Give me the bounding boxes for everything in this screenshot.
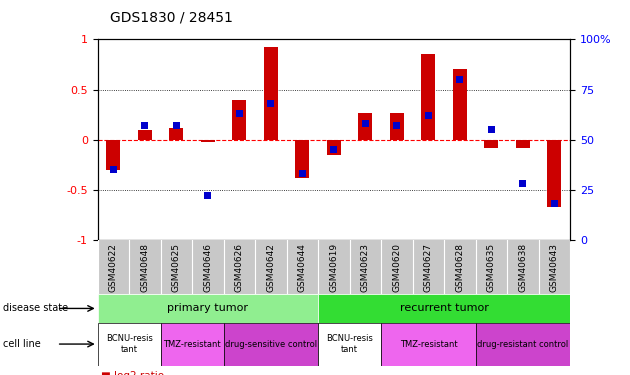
Bar — [484, 140, 498, 148]
Bar — [264, 47, 278, 140]
Text: GSM40625: GSM40625 — [172, 243, 181, 292]
Text: GSM40627: GSM40627 — [424, 243, 433, 292]
Bar — [224, 322, 318, 366]
Text: GSM40643: GSM40643 — [550, 243, 559, 292]
Bar — [106, 140, 120, 170]
Bar — [141, 122, 149, 129]
Text: TMZ-resistant: TMZ-resistant — [163, 340, 221, 349]
Bar — [236, 110, 243, 117]
Bar — [547, 140, 561, 207]
Bar — [488, 126, 495, 133]
Text: GSM40620: GSM40620 — [392, 243, 401, 292]
Bar — [516, 140, 530, 148]
Bar — [98, 322, 161, 366]
Bar — [551, 200, 558, 207]
Text: BCNU-resis
tant: BCNU-resis tant — [326, 334, 373, 354]
Bar — [318, 322, 381, 366]
Bar — [381, 322, 476, 366]
Bar — [173, 122, 180, 129]
Bar — [98, 294, 318, 322]
Text: cell line: cell line — [3, 339, 41, 349]
Text: primary tumor: primary tumor — [168, 303, 248, 313]
Bar — [201, 140, 215, 142]
Bar — [362, 120, 369, 127]
Bar — [476, 322, 570, 366]
Bar — [110, 166, 117, 173]
Text: GSM40622: GSM40622 — [109, 243, 118, 292]
Text: GSM40646: GSM40646 — [203, 243, 212, 292]
Bar — [453, 69, 467, 140]
Text: GSM40648: GSM40648 — [140, 243, 149, 292]
Bar — [327, 140, 341, 155]
Bar — [204, 192, 212, 200]
Text: GDS1830 / 28451: GDS1830 / 28451 — [110, 10, 233, 24]
Bar — [393, 122, 401, 129]
Text: TMZ-resistant: TMZ-resistant — [399, 340, 457, 349]
Bar — [299, 170, 306, 177]
Bar — [331, 146, 338, 153]
Bar — [421, 54, 435, 140]
Text: GSM40623: GSM40623 — [361, 243, 370, 292]
Text: GSM40628: GSM40628 — [455, 243, 464, 292]
Bar — [318, 294, 570, 322]
Bar — [358, 112, 372, 140]
Text: GSM40635: GSM40635 — [487, 243, 496, 292]
Text: BCNU-resis
tant: BCNU-resis tant — [106, 334, 152, 354]
Bar — [161, 322, 224, 366]
Text: drug-resistant control: drug-resistant control — [478, 340, 568, 349]
Bar — [425, 112, 432, 119]
Bar — [295, 140, 309, 178]
Text: GSM40619: GSM40619 — [329, 243, 338, 292]
Bar — [390, 112, 404, 140]
Bar — [138, 130, 152, 140]
Text: disease state: disease state — [3, 303, 68, 313]
Text: recurrent tumor: recurrent tumor — [399, 303, 489, 313]
Text: drug-sensitive control: drug-sensitive control — [225, 340, 317, 349]
Text: GSM40642: GSM40642 — [266, 243, 275, 292]
Bar — [457, 76, 464, 83]
Bar — [520, 180, 527, 188]
Text: GSM40626: GSM40626 — [235, 243, 244, 292]
Bar — [232, 100, 246, 140]
Text: GSM40644: GSM40644 — [298, 243, 307, 292]
Bar — [169, 128, 183, 140]
Bar — [268, 100, 275, 107]
Text: GSM40638: GSM40638 — [518, 243, 527, 292]
Text: ■ log2 ratio: ■ log2 ratio — [101, 371, 164, 375]
